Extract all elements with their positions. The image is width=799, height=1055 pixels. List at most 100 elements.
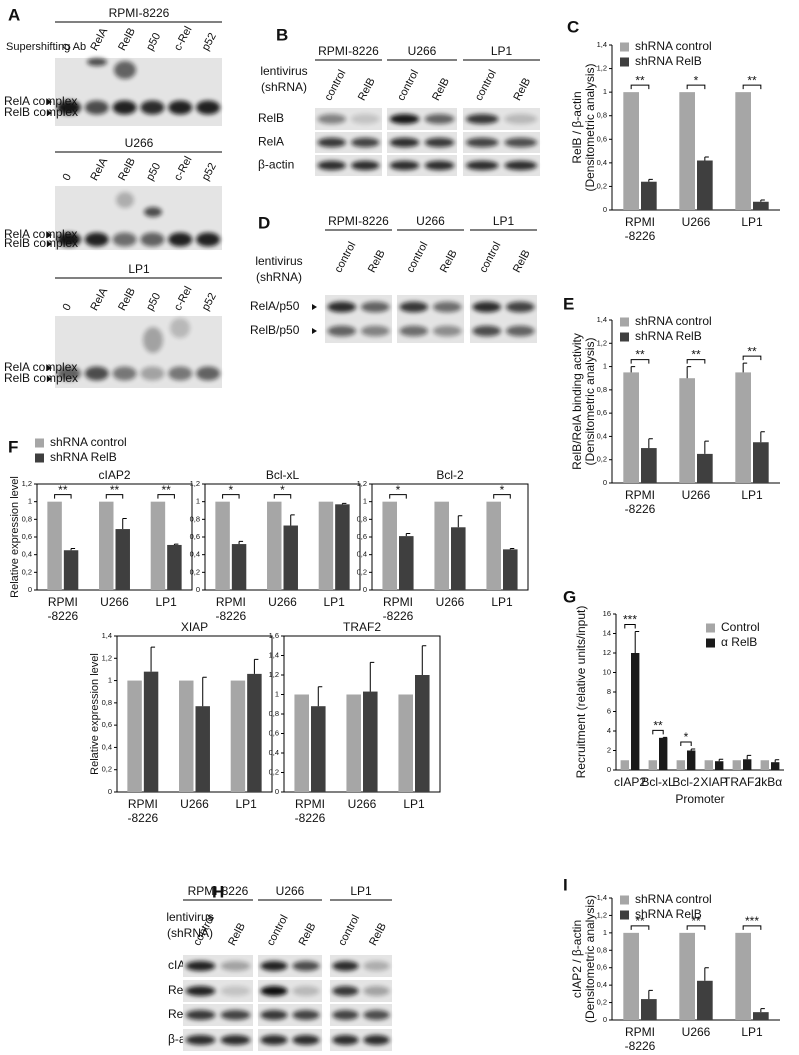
legend-label: shRNA control — [635, 314, 712, 328]
blot-band — [472, 301, 501, 313]
y-axis-label: Relative expression level — [9, 476, 21, 598]
error-bar — [704, 156, 709, 161]
y-tick-label: 0,4 — [269, 748, 279, 757]
lane-label: p52 — [200, 161, 219, 183]
blot-band — [220, 961, 251, 971]
blot — [183, 1004, 253, 1026]
vector-label: lentivirus — [260, 64, 307, 78]
blot-band — [465, 114, 499, 124]
blot — [387, 132, 457, 153]
lane-label: RelB — [511, 248, 533, 275]
bar — [623, 92, 639, 210]
error-bar — [634, 631, 640, 653]
y-tick-label: 0 — [196, 585, 200, 594]
significance-bracket — [493, 494, 511, 499]
significance: ** — [161, 483, 171, 497]
y-tick-label: 0,2 — [190, 567, 200, 576]
bar — [382, 501, 397, 590]
x-tick-label: LP1 — [323, 595, 345, 609]
lane-label: p50 — [144, 31, 163, 53]
blot-band — [84, 100, 109, 115]
blot — [463, 155, 540, 176]
bar — [687, 750, 696, 770]
y-tick-label: 0,2 — [22, 567, 32, 576]
significance: * — [500, 483, 505, 497]
lane-label: 0 — [61, 172, 74, 183]
significance: ** — [110, 483, 120, 497]
bar — [335, 504, 350, 590]
blot-band — [363, 986, 390, 996]
blot-band — [116, 192, 134, 208]
error-bar — [760, 431, 765, 443]
y-tick-label: 0 — [108, 787, 112, 796]
blot-band — [144, 207, 162, 217]
lane-label: c-Rel — [172, 24, 195, 52]
y-tick-label: 0,2 — [597, 998, 607, 1007]
y-tick-label: 0,6 — [102, 720, 112, 729]
bar — [735, 932, 751, 1020]
y-tick-label: 1 — [603, 928, 607, 937]
blot-band — [168, 366, 193, 381]
cell-line: LP1 — [128, 262, 150, 276]
band-label: RelA complex — [4, 360, 77, 374]
lane-label: RelB — [116, 286, 138, 313]
blot — [258, 1004, 322, 1026]
x-tick-label: LP1 — [235, 797, 257, 811]
y-tick-label: 0,6 — [597, 134, 607, 143]
bar — [415, 675, 430, 792]
bar — [771, 762, 780, 770]
row-label: RelA — [258, 135, 284, 149]
y-axis-label: Relative expression level — [89, 653, 101, 775]
y-tick-label: 0 — [603, 205, 607, 214]
bar — [623, 372, 639, 483]
y-tick-label: 1 — [603, 87, 607, 96]
row-label: RelB — [258, 111, 284, 125]
bar — [63, 550, 79, 590]
chart-title: cIAP2 — [98, 468, 130, 482]
significance: * — [280, 483, 285, 497]
blot-band — [140, 232, 165, 247]
error-bar — [150, 646, 156, 672]
y-tick-label: 12 — [603, 648, 611, 657]
y-tick-label: 0,2 — [597, 181, 607, 190]
blot — [258, 955, 322, 977]
y-tick-label: 0,2 — [357, 567, 367, 576]
blot-band — [140, 366, 165, 381]
legend-label: shRNA RelB — [50, 450, 117, 464]
error-bar — [457, 515, 463, 528]
panel-letter: A — [8, 5, 20, 24]
y-tick-label: 1,2 — [357, 479, 367, 488]
significance: ** — [691, 348, 701, 362]
blot-band — [472, 325, 501, 337]
lane-label: p52 — [200, 31, 219, 53]
bar — [679, 92, 695, 210]
blot-band — [56, 232, 81, 247]
panel-letter: D — [258, 213, 270, 232]
significance: ** — [635, 73, 645, 87]
blot-band — [292, 961, 320, 971]
lane-label: control — [404, 240, 430, 275]
lane-label: RelB — [511, 76, 533, 103]
x-tick-label: RPMI -8226 — [215, 595, 247, 623]
y-tick-label: 0,6 — [357, 532, 367, 541]
blot — [463, 108, 540, 130]
cell-line: RPMI-8226 — [328, 214, 389, 228]
y-tick-label: 0,4 — [597, 431, 607, 440]
y-tick-label: 6 — [607, 706, 611, 715]
error-bar — [630, 366, 636, 373]
band-label: RelB complex — [4, 371, 78, 385]
error-bar — [405, 532, 411, 537]
legend-swatch — [620, 910, 629, 920]
error-bar — [704, 967, 709, 981]
bar — [697, 453, 713, 483]
panel-letter: H — [212, 882, 224, 901]
x-tick-label: U266 — [347, 797, 377, 811]
error-bar — [238, 540, 244, 545]
x-tick-label: U266 — [180, 797, 209, 811]
cell-line: U266 — [276, 884, 305, 898]
bar — [127, 680, 142, 792]
significance: * — [684, 730, 689, 744]
lane-label: RelB — [226, 921, 248, 948]
significance: *** — [745, 914, 759, 928]
blot-band — [361, 301, 390, 313]
